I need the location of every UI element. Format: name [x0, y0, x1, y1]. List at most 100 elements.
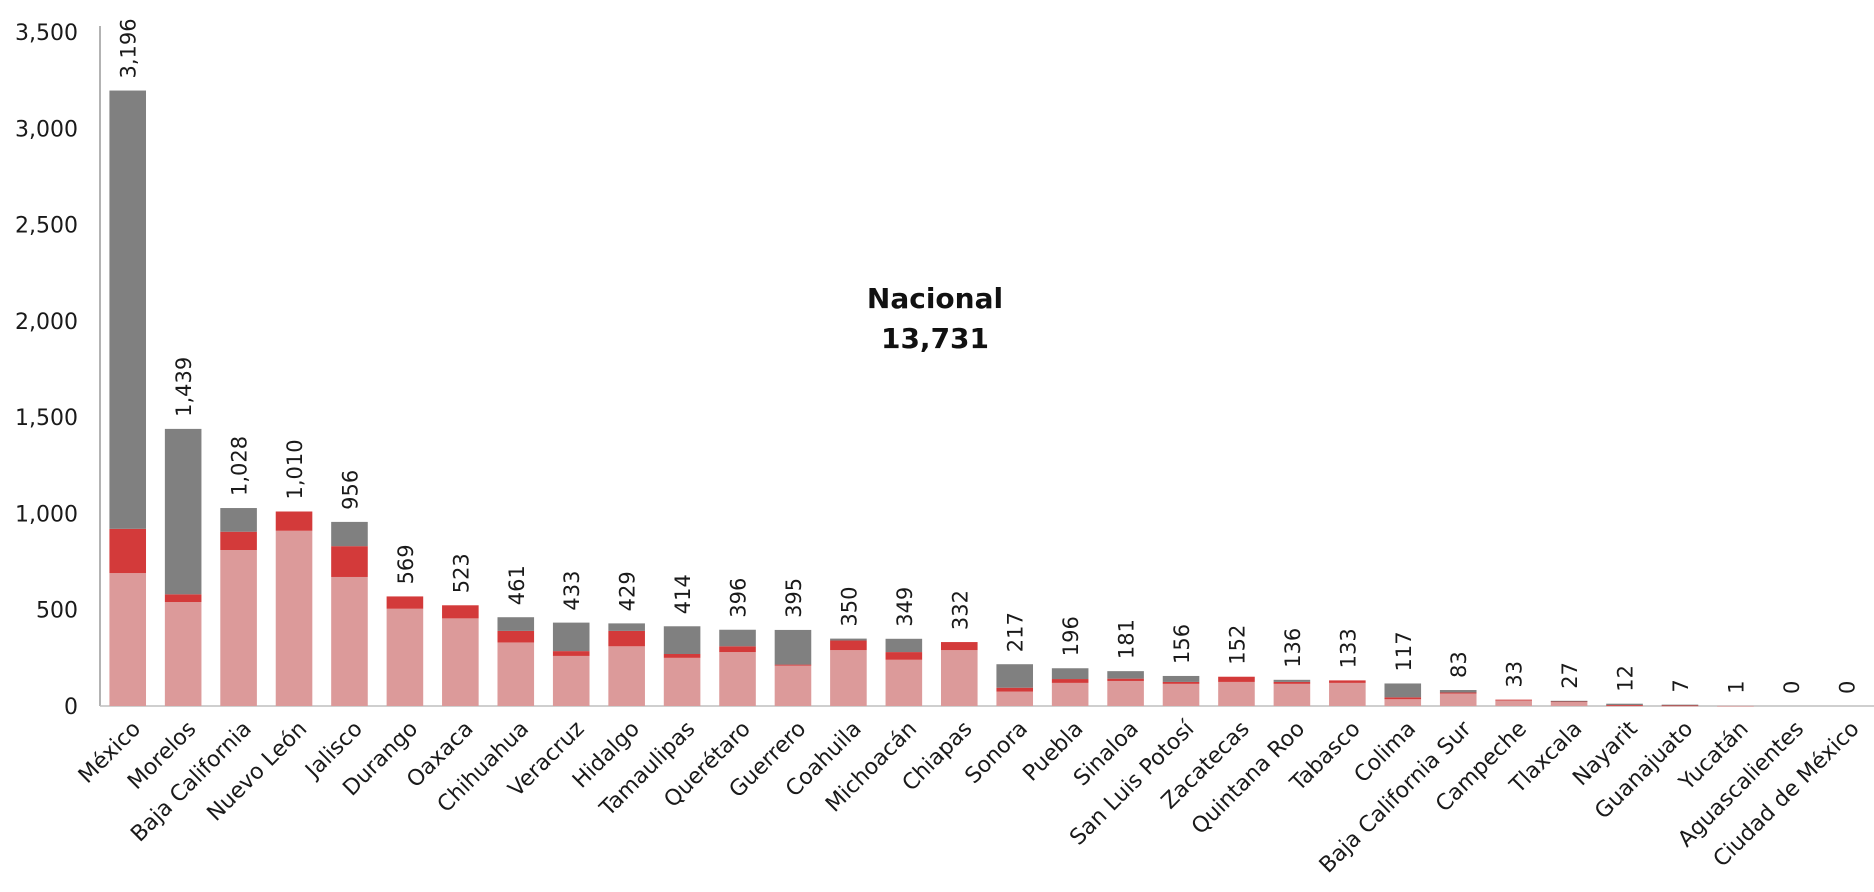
y-tick-label: 2,500 [15, 214, 78, 239]
bar-segment [940, 650, 978, 706]
bar-segment [164, 602, 202, 706]
bar-segment [275, 530, 313, 706]
bar-segment [1107, 678, 1144, 681]
data-label: 956 [338, 470, 362, 510]
annotation-value: 13,731 [881, 322, 989, 355]
bars [109, 90, 1754, 707]
data-label: 1,439 [172, 357, 196, 417]
bar-segment [1107, 680, 1144, 706]
bar-segment [220, 550, 257, 706]
bar-segment [1439, 692, 1477, 694]
bar-segment [774, 664, 812, 666]
bar-segment [774, 629, 812, 665]
data-label: 27 [1558, 662, 1582, 689]
bar-segment [1439, 690, 1477, 693]
data-label: 429 [616, 571, 640, 611]
bar-segment [552, 622, 590, 652]
data-label: 3,196 [117, 18, 141, 78]
data-label: 0 [1835, 681, 1859, 694]
bar-segment [1051, 682, 1089, 706]
bar-segment [1606, 703, 1643, 706]
bar-segment [608, 630, 645, 647]
bar-segment [1550, 700, 1588, 702]
bar-segment [663, 657, 701, 706]
y-tick-label: 2,000 [15, 310, 78, 335]
bar-segment [109, 573, 147, 706]
data-label: 83 [1447, 651, 1471, 678]
bar-segment [552, 655, 590, 706]
bar-segment [1329, 680, 1366, 683]
bar-segment [885, 652, 923, 660]
bar-segment [1384, 697, 1422, 700]
bar-segment [996, 664, 1034, 688]
bar-segment [386, 608, 424, 706]
bar-segment [331, 576, 368, 706]
bar-segment [1550, 702, 1588, 706]
bar-segment [663, 626, 701, 655]
bar-segment [996, 687, 1034, 692]
data-label: 12 [1614, 665, 1638, 692]
y-tick-label: 1,500 [15, 406, 78, 431]
data-label: 196 [1059, 616, 1083, 656]
bar-segment [608, 646, 645, 706]
data-label: 396 [727, 578, 751, 618]
bar-segment [1273, 679, 1311, 682]
y-tick-label: 500 [36, 599, 78, 624]
data-label: 217 [1004, 612, 1028, 652]
bar-segment [1162, 681, 1200, 684]
y-tick-label: 3,500 [15, 21, 78, 46]
bar-segment [1218, 676, 1255, 682]
bar-segment [331, 546, 368, 577]
data-labels: 3,196 1,439 1,028 1,010 956 569 523 461 433 429 41… [117, 18, 1860, 694]
bar-segment [996, 691, 1034, 706]
bar-segment [1273, 683, 1311, 706]
data-label: 569 [394, 544, 418, 584]
data-label: 136 [1281, 628, 1305, 668]
bar-segment [497, 617, 535, 631]
bar-segment [164, 594, 202, 603]
bar-segment [830, 650, 867, 706]
bar-segment [442, 618, 479, 706]
bar-segment [1162, 683, 1200, 706]
data-label: 349 [893, 587, 917, 627]
bar-segment [1218, 681, 1255, 706]
y-tick-label: 0 [64, 695, 78, 720]
data-label: 156 [1170, 624, 1194, 664]
bar-segment [1439, 693, 1477, 706]
bar-segment [1384, 683, 1422, 698]
bar-segment [1717, 705, 1754, 707]
bar-segment [885, 638, 923, 653]
bar-segment [830, 640, 867, 651]
data-label: 1,028 [228, 436, 252, 496]
data-label: 461 [505, 565, 529, 605]
data-label: 33 [1503, 661, 1527, 688]
bar-segment [774, 665, 812, 706]
bar-segment [1606, 705, 1643, 706]
bar-segment [1273, 681, 1311, 684]
data-label: 152 [1225, 625, 1249, 665]
bar-segment [1661, 704, 1699, 706]
bar-segment [1550, 701, 1588, 703]
data-label: 433 [560, 571, 584, 611]
bar-segment [1495, 700, 1532, 706]
bar-segment [497, 642, 535, 706]
bar-segment [164, 428, 202, 595]
bar-segment [220, 531, 257, 551]
bar-segment [830, 638, 867, 641]
bar-segment [1107, 671, 1144, 679]
y-tick-label: 1,000 [15, 502, 78, 527]
bar-segment [719, 646, 756, 653]
data-label: 350 [837, 587, 861, 627]
data-label: 1 [1724, 680, 1748, 693]
data-label: 414 [671, 574, 695, 614]
bar-segment [331, 521, 368, 547]
data-label: 395 [782, 578, 806, 618]
data-label: 332 [948, 590, 972, 630]
bar-segment [1051, 668, 1089, 680]
bar-segment [497, 630, 535, 643]
data-label: 523 [449, 553, 473, 593]
annotation-title: Nacional [867, 282, 1003, 315]
data-label: 133 [1336, 628, 1360, 668]
